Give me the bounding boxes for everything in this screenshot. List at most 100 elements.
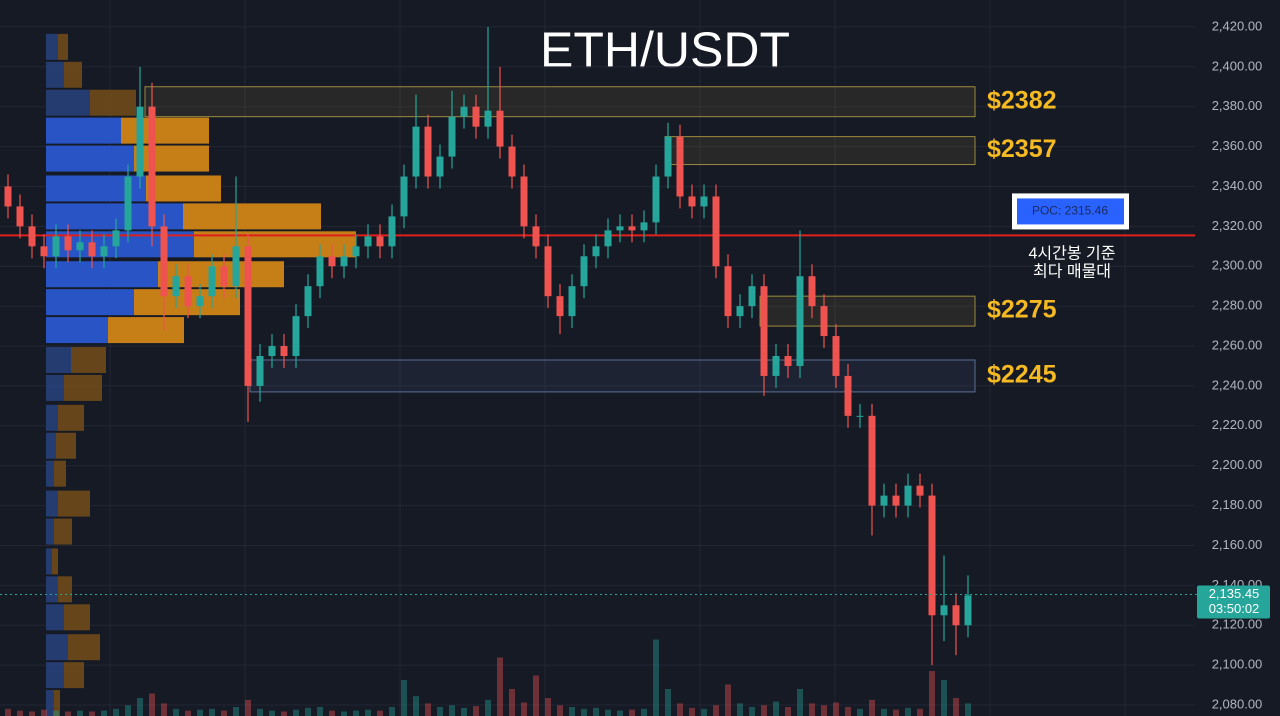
volume-bar [785,707,791,716]
volume-bar [221,710,227,716]
y-tick-label: 2,180.00 [1212,497,1263,512]
candle-body [928,495,936,616]
volume-bar [353,710,359,716]
profile-sell-bar [52,548,58,575]
volume-bar [893,709,899,716]
candle-body [508,146,516,177]
zone-box [759,295,976,327]
profile-buy-bar [46,261,158,288]
volume-bar [593,707,599,716]
volume-bar [185,710,191,716]
candle-body [820,306,828,337]
candle-body [52,236,60,257]
zone-label: $2382 [987,86,1057,114]
candle-body [736,306,744,317]
volume-bar [329,710,335,716]
volume-bar [509,689,515,716]
profile-sell-bar [64,604,90,631]
volume-bar [869,699,875,716]
volume-bar [929,671,935,716]
candle-body [712,196,720,267]
candle-body [676,136,684,197]
candle-body [136,106,144,177]
profile-sell-bar [58,33,68,60]
zone-label: $2275 [987,296,1057,324]
candle-body [844,375,852,416]
volume-bar [773,701,779,716]
volume-bar [677,703,683,716]
candle-body [280,346,288,357]
profile-sell-bar [134,145,209,172]
candle-body [640,222,648,231]
volume-bar [761,705,767,716]
volume-bar [701,708,707,716]
candle-body [556,296,564,317]
volume-bar [485,699,491,716]
candle-body [88,242,96,257]
volume-bar [653,639,659,716]
profile-buy-bar [46,576,58,603]
volume-bar [545,698,551,716]
volume-bar [881,708,887,716]
candle-body [232,246,240,287]
profile-sell-bar [54,518,72,545]
profile-buy-bar [46,634,68,661]
candle-body [616,226,624,231]
candle-body [388,216,396,247]
profile-sell-bar [146,175,221,202]
candle-body [352,246,360,257]
candle-body [664,136,672,177]
candle-body [964,595,972,626]
profile-buy-bar [46,374,64,401]
candle-body [580,256,588,287]
profile-sell-bar [183,203,321,230]
candle-body [412,126,420,177]
candle-body [568,286,576,317]
candle-body [112,230,120,247]
candle-body [520,176,528,227]
candle-body [880,495,888,506]
profile-buy-bar [46,460,54,487]
volume-bar [197,709,203,716]
volume-bar [305,707,311,716]
candle-body [916,485,924,496]
volume-bar [845,707,851,716]
candle-body [688,196,696,207]
candle-body [40,246,48,257]
candle-body [496,110,504,147]
poc-label: POC: 2315.46 [1032,204,1108,218]
candle-body [16,206,24,227]
candle-body [76,242,84,251]
profile-buy-bar [46,662,64,689]
profile-buy-bar [46,89,90,116]
y-tick-label: 2,360.00 [1212,138,1263,153]
volume-bar [857,708,863,716]
zone-label: $2357 [987,135,1057,163]
profile-buy-bar [46,604,64,631]
profile-sell-bar [64,374,102,401]
last-price-box [1197,585,1270,619]
profile-sell-bar [71,346,106,373]
profile-sell-bar [68,634,100,661]
candle-body [304,286,312,317]
candle-body [436,156,444,177]
volume-bar [461,707,467,716]
candle-body [196,296,204,307]
y-tick-label: 2,240.00 [1212,377,1263,392]
candle-body [424,126,432,177]
candle-body [856,415,864,417]
y-tick-label: 2,380.00 [1212,98,1263,113]
profile-buy-bar [46,61,64,88]
volume-bar [269,710,275,716]
y-tick-label: 2,080.00 [1212,696,1263,711]
profile-buy-bar [46,404,58,431]
candle-body [472,106,480,127]
volume-bar [557,705,563,716]
candle-body [892,495,900,506]
poc-note: 4시간봉 기준 [1029,245,1116,263]
candle-body [808,276,816,307]
volume-bar [473,706,479,716]
